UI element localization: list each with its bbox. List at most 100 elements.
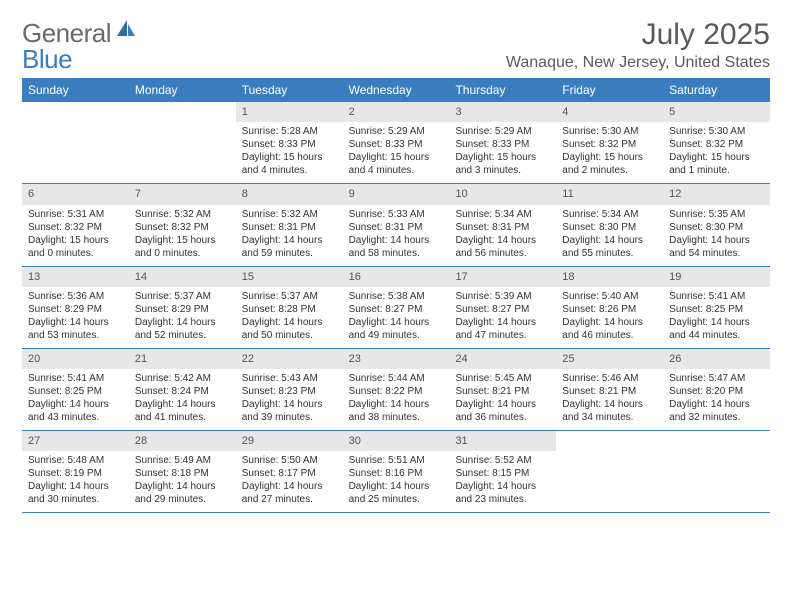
daylight-text: Daylight: 14 hours and 30 minutes. <box>28 480 123 506</box>
sunset-text: Sunset: 8:23 PM <box>242 385 337 398</box>
day-cell: 28Sunrise: 5:49 AMSunset: 8:18 PMDayligh… <box>129 431 236 512</box>
day-number: 23 <box>343 349 450 369</box>
day-body: Sunrise: 5:50 AMSunset: 8:17 PMDaylight:… <box>236 451 343 512</box>
day-cell: 29Sunrise: 5:50 AMSunset: 8:17 PMDayligh… <box>236 431 343 512</box>
day-body: Sunrise: 5:38 AMSunset: 8:27 PMDaylight:… <box>343 287 450 348</box>
day-number: 24 <box>449 349 556 369</box>
weekday-header: Friday <box>556 78 663 102</box>
daylight-text: Daylight: 15 hours and 1 minute. <box>669 151 764 177</box>
day-cell: 13Sunrise: 5:36 AMSunset: 8:29 PMDayligh… <box>22 267 129 348</box>
weekday-header: Wednesday <box>343 78 450 102</box>
sunset-text: Sunset: 8:30 PM <box>669 221 764 234</box>
day-body: Sunrise: 5:29 AMSunset: 8:33 PMDaylight:… <box>343 122 450 183</box>
day-cell: 10Sunrise: 5:34 AMSunset: 8:31 PMDayligh… <box>449 184 556 265</box>
sunrise-text: Sunrise: 5:34 AM <box>455 208 550 221</box>
day-number: 21 <box>129 349 236 369</box>
weekday-header: Monday <box>129 78 236 102</box>
sunrise-text: Sunrise: 5:47 AM <box>669 372 764 385</box>
sunset-text: Sunset: 8:32 PM <box>28 221 123 234</box>
day-cell <box>129 102 236 183</box>
sunset-text: Sunset: 8:24 PM <box>135 385 230 398</box>
daylight-text: Daylight: 14 hours and 49 minutes. <box>349 316 444 342</box>
sunset-text: Sunset: 8:31 PM <box>455 221 550 234</box>
sunset-text: Sunset: 8:29 PM <box>135 303 230 316</box>
sunset-text: Sunset: 8:18 PM <box>135 467 230 480</box>
daylight-text: Daylight: 14 hours and 50 minutes. <box>242 316 337 342</box>
daylight-text: Daylight: 14 hours and 23 minutes. <box>455 480 550 506</box>
daylight-text: Daylight: 14 hours and 59 minutes. <box>242 234 337 260</box>
week-row: 6Sunrise: 5:31 AMSunset: 8:32 PMDaylight… <box>22 184 770 266</box>
day-body: Sunrise: 5:43 AMSunset: 8:23 PMDaylight:… <box>236 369 343 430</box>
weekday-header: Thursday <box>449 78 556 102</box>
day-number: 13 <box>22 267 129 287</box>
day-number: 5 <box>663 102 770 122</box>
day-cell: 26Sunrise: 5:47 AMSunset: 8:20 PMDayligh… <box>663 349 770 430</box>
day-body: Sunrise: 5:37 AMSunset: 8:28 PMDaylight:… <box>236 287 343 348</box>
sunrise-text: Sunrise: 5:36 AM <box>28 290 123 303</box>
sail-icon <box>115 18 137 45</box>
day-number: 25 <box>556 349 663 369</box>
day-cell: 4Sunrise: 5:30 AMSunset: 8:32 PMDaylight… <box>556 102 663 183</box>
day-cell: 3Sunrise: 5:29 AMSunset: 8:33 PMDaylight… <box>449 102 556 183</box>
day-body: Sunrise: 5:41 AMSunset: 8:25 PMDaylight:… <box>663 287 770 348</box>
sunrise-text: Sunrise: 5:30 AM <box>669 125 764 138</box>
daylight-text: Daylight: 14 hours and 58 minutes. <box>349 234 444 260</box>
sunset-text: Sunset: 8:29 PM <box>28 303 123 316</box>
daylight-text: Daylight: 14 hours and 41 minutes. <box>135 398 230 424</box>
day-cell: 1Sunrise: 5:28 AMSunset: 8:33 PMDaylight… <box>236 102 343 183</box>
week-row: 27Sunrise: 5:48 AMSunset: 8:19 PMDayligh… <box>22 431 770 513</box>
location: Wanaque, New Jersey, United States <box>506 54 770 72</box>
daylight-text: Daylight: 15 hours and 2 minutes. <box>562 151 657 177</box>
day-body: Sunrise: 5:51 AMSunset: 8:16 PMDaylight:… <box>343 451 450 512</box>
week-row: 13Sunrise: 5:36 AMSunset: 8:29 PMDayligh… <box>22 267 770 349</box>
sunset-text: Sunset: 8:16 PM <box>349 467 444 480</box>
sunset-text: Sunset: 8:25 PM <box>28 385 123 398</box>
day-number: 9 <box>343 184 450 204</box>
day-cell: 19Sunrise: 5:41 AMSunset: 8:25 PMDayligh… <box>663 267 770 348</box>
day-cell: 23Sunrise: 5:44 AMSunset: 8:22 PMDayligh… <box>343 349 450 430</box>
daylight-text: Daylight: 14 hours and 46 minutes. <box>562 316 657 342</box>
day-body: Sunrise: 5:45 AMSunset: 8:21 PMDaylight:… <box>449 369 556 430</box>
day-body <box>556 437 663 446</box>
sunrise-text: Sunrise: 5:44 AM <box>349 372 444 385</box>
sunrise-text: Sunrise: 5:46 AM <box>562 372 657 385</box>
day-cell: 24Sunrise: 5:45 AMSunset: 8:21 PMDayligh… <box>449 349 556 430</box>
day-body <box>22 108 129 117</box>
day-cell: 16Sunrise: 5:38 AMSunset: 8:27 PMDayligh… <box>343 267 450 348</box>
daylight-text: Daylight: 15 hours and 4 minutes. <box>349 151 444 177</box>
day-cell: 20Sunrise: 5:41 AMSunset: 8:25 PMDayligh… <box>22 349 129 430</box>
sunrise-text: Sunrise: 5:35 AM <box>669 208 764 221</box>
daylight-text: Daylight: 14 hours and 43 minutes. <box>28 398 123 424</box>
sunset-text: Sunset: 8:17 PM <box>242 467 337 480</box>
day-number: 11 <box>556 184 663 204</box>
sunrise-text: Sunrise: 5:48 AM <box>28 454 123 467</box>
sunset-text: Sunset: 8:31 PM <box>349 221 444 234</box>
day-cell: 5Sunrise: 5:30 AMSunset: 8:32 PMDaylight… <box>663 102 770 183</box>
day-number: 28 <box>129 431 236 451</box>
daylight-text: Daylight: 14 hours and 38 minutes. <box>349 398 444 424</box>
day-cell: 25Sunrise: 5:46 AMSunset: 8:21 PMDayligh… <box>556 349 663 430</box>
daylight-text: Daylight: 15 hours and 0 minutes. <box>135 234 230 260</box>
day-cell: 21Sunrise: 5:42 AMSunset: 8:24 PMDayligh… <box>129 349 236 430</box>
day-cell: 17Sunrise: 5:39 AMSunset: 8:27 PMDayligh… <box>449 267 556 348</box>
daylight-text: Daylight: 15 hours and 4 minutes. <box>242 151 337 177</box>
header: General July 2025 Wanaque, New Jersey, U… <box>22 18 770 72</box>
daylight-text: Daylight: 14 hours and 25 minutes. <box>349 480 444 506</box>
daylight-text: Daylight: 14 hours and 52 minutes. <box>135 316 230 342</box>
daylight-text: Daylight: 14 hours and 34 minutes. <box>562 398 657 424</box>
sunset-text: Sunset: 8:28 PM <box>242 303 337 316</box>
day-cell: 8Sunrise: 5:32 AMSunset: 8:31 PMDaylight… <box>236 184 343 265</box>
sunrise-text: Sunrise: 5:40 AM <box>562 290 657 303</box>
day-cell: 30Sunrise: 5:51 AMSunset: 8:16 PMDayligh… <box>343 431 450 512</box>
sunset-text: Sunset: 8:19 PM <box>28 467 123 480</box>
sunset-text: Sunset: 8:33 PM <box>349 138 444 151</box>
day-body: Sunrise: 5:36 AMSunset: 8:29 PMDaylight:… <box>22 287 129 348</box>
logo-text-blue: Blue <box>22 44 72 74</box>
logo-text-blue-wrap: Blue <box>22 44 72 75</box>
day-number: 7 <box>129 184 236 204</box>
day-body: Sunrise: 5:34 AMSunset: 8:30 PMDaylight:… <box>556 205 663 266</box>
day-number: 30 <box>343 431 450 451</box>
day-body: Sunrise: 5:39 AMSunset: 8:27 PMDaylight:… <box>449 287 556 348</box>
day-number: 14 <box>129 267 236 287</box>
day-cell: 18Sunrise: 5:40 AMSunset: 8:26 PMDayligh… <box>556 267 663 348</box>
